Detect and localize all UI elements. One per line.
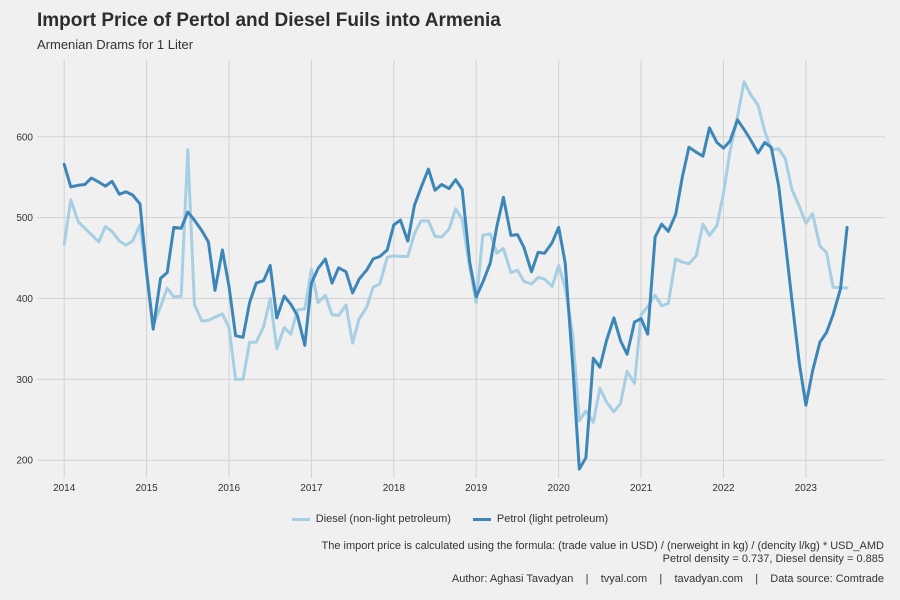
formula-caption: The import price is calculated using the… xyxy=(322,540,884,566)
legend-swatch-petrol xyxy=(472,517,491,521)
x-tick-label: 2016 xyxy=(218,483,241,494)
chart-legend: Diesel (non-light petroleum) Petrol (lig… xyxy=(0,513,900,525)
x-tick-label: 2014 xyxy=(53,483,76,494)
legend-item-diesel: Diesel (non-light petroleum) xyxy=(291,513,451,525)
y-tick-label: 400 xyxy=(16,294,33,305)
legend-label-diesel: Diesel (non-light petroleum) xyxy=(315,513,451,525)
formula-text: The import price is calculated using the… xyxy=(321,540,884,552)
legend-swatch-diesel xyxy=(291,517,310,521)
legend-item-petrol: Petrol (light petroleum) xyxy=(472,513,609,525)
x-tick-label: 2023 xyxy=(795,483,818,494)
x-tick-label: 2018 xyxy=(383,483,406,494)
x-tick-label: 2017 xyxy=(300,483,323,494)
density-text: Petrol density = 0.737, Diesel density =… xyxy=(662,553,884,565)
x-tick-label: 2021 xyxy=(630,483,653,494)
x-tick-label: 2015 xyxy=(135,483,158,494)
y-tick-label: 300 xyxy=(16,375,33,386)
petrol-series-line xyxy=(62,118,849,471)
x-tick-label: 2019 xyxy=(465,483,488,494)
y-tick-label: 500 xyxy=(16,213,33,224)
credits-caption: Author: Aghasi Tavadyan | tvyal.com | ta… xyxy=(451,573,884,585)
chart-subtitle: Armenian Drams for 1 Liter xyxy=(37,37,194,52)
diesel-series-line xyxy=(62,80,849,424)
chart-title: Import Price of Pertol and Diesel Fuils … xyxy=(37,10,501,31)
legend-label-petrol: Petrol (light petroleum) xyxy=(496,513,609,525)
y-tick-label: 200 xyxy=(16,456,33,467)
y-tick-label: 600 xyxy=(16,132,33,143)
x-tick-label: 2020 xyxy=(548,483,571,494)
x-tick-label: 2022 xyxy=(712,483,735,494)
